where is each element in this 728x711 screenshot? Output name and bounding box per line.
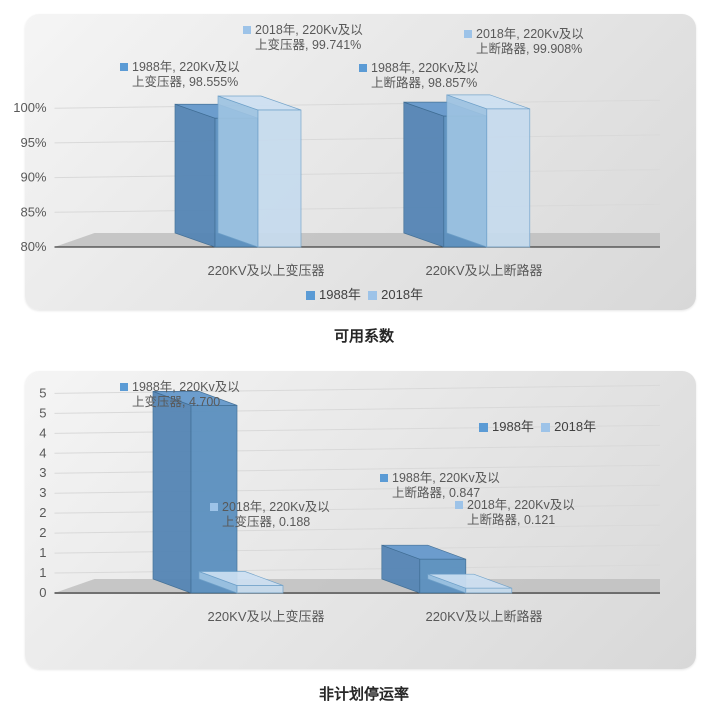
svg-text:5: 5 [39, 385, 46, 400]
svg-text:80%: 80% [20, 239, 46, 254]
svg-text:100%: 100% [13, 100, 47, 115]
svg-text:0: 0 [39, 585, 46, 600]
svg-text:95%: 95% [20, 135, 46, 150]
svg-text:4: 4 [39, 425, 46, 440]
svg-text:3: 3 [39, 465, 46, 480]
svg-text:220KV及以上变压器: 220KV及以上变压器 [207, 609, 324, 624]
svg-text:220KV及以上断路器: 220KV及以上断路器 [425, 609, 542, 624]
svg-text:1: 1 [39, 565, 46, 580]
svg-text:1: 1 [39, 545, 46, 560]
svg-text:4: 4 [39, 445, 46, 460]
svg-text:85%: 85% [20, 204, 46, 219]
svg-text:2: 2 [39, 525, 46, 540]
svg-text:220KV及以上变压器: 220KV及以上变压器 [207, 263, 324, 278]
svg-text:90%: 90% [20, 170, 46, 185]
svg-text:5: 5 [39, 405, 46, 420]
svg-text:2: 2 [39, 505, 46, 520]
svg-text:3: 3 [39, 485, 46, 500]
svg-text:220KV及以上断路器: 220KV及以上断路器 [425, 263, 542, 278]
